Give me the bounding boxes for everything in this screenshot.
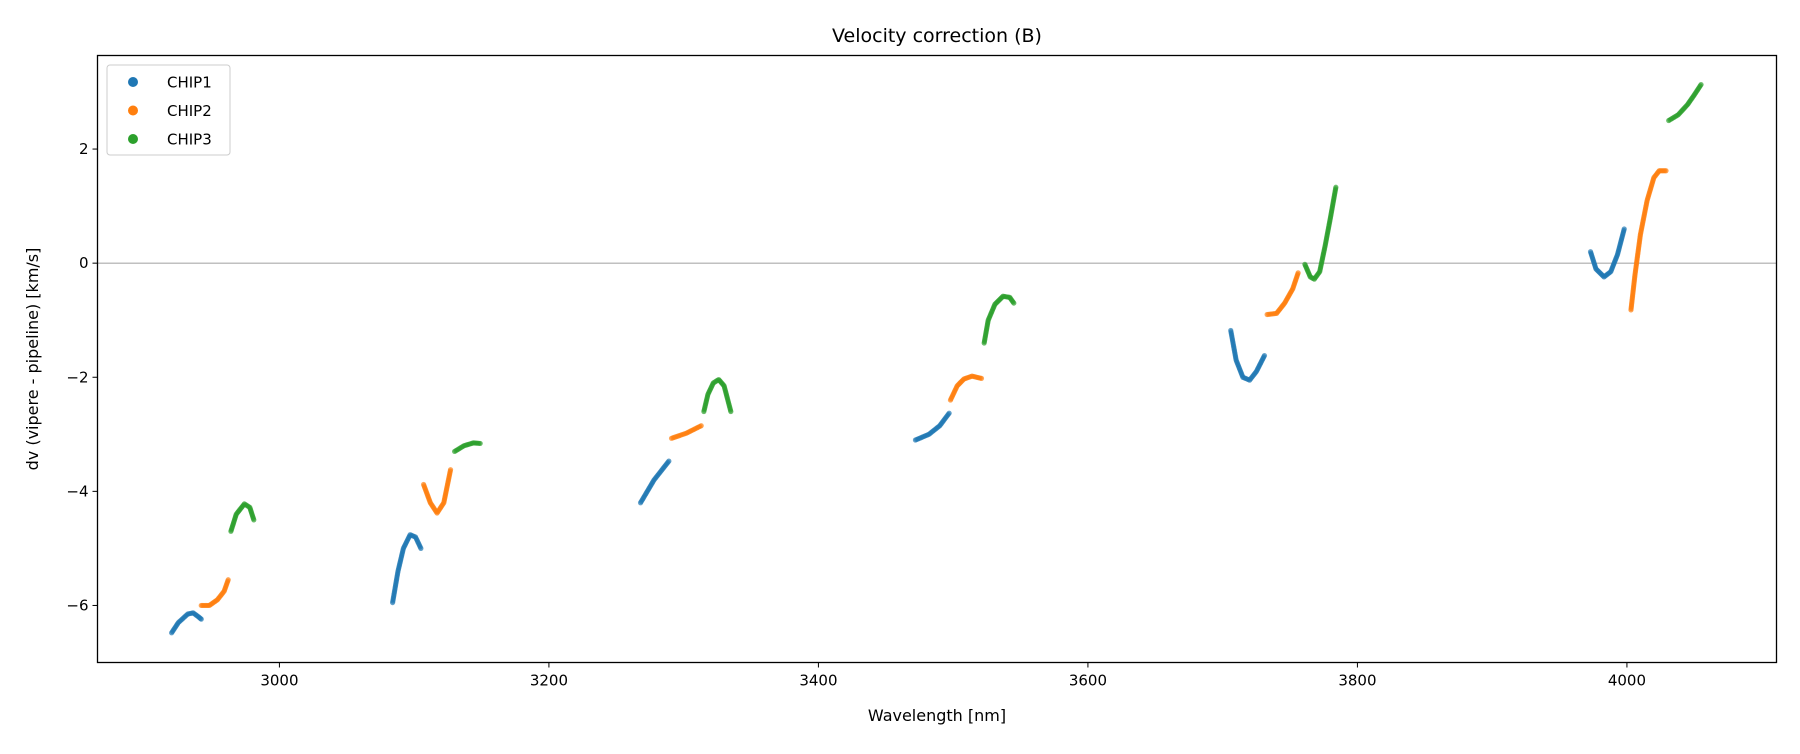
data-point bbox=[1295, 270, 1301, 276]
legend-marker bbox=[128, 134, 138, 144]
legend-item-chip1: CHIP1 bbox=[128, 74, 212, 92]
legend-box bbox=[106, 64, 231, 156]
series-chip1 bbox=[169, 226, 1627, 636]
data-point bbox=[198, 616, 204, 622]
data-point bbox=[418, 545, 424, 552]
data-point bbox=[1011, 300, 1017, 306]
data-point bbox=[447, 467, 454, 473]
chart-title: Velocity correction (B) bbox=[832, 25, 1042, 47]
data-point bbox=[1333, 184, 1339, 190]
legend-marker bbox=[128, 105, 138, 116]
y-tick-label: −2 bbox=[66, 368, 88, 386]
legend-label: CHIP1 bbox=[167, 74, 212, 92]
data-point bbox=[225, 577, 231, 583]
y-axis-label: dv (vipere - pipeline) [km/s] bbox=[23, 248, 42, 471]
data-point bbox=[698, 423, 704, 429]
legend-label: CHIP2 bbox=[167, 102, 212, 120]
series-chip2 bbox=[198, 168, 1669, 609]
legend: CHIP1 CHIP2 CHIP3 bbox=[106, 64, 231, 156]
data-point bbox=[946, 410, 952, 416]
x-tick-label: 3800 bbox=[1338, 672, 1376, 690]
x-tick-label: 4000 bbox=[1608, 672, 1646, 690]
series-chip3 bbox=[228, 81, 1704, 534]
data-point bbox=[1621, 226, 1627, 232]
y-tick-label: −6 bbox=[66, 596, 88, 614]
data-point bbox=[251, 517, 257, 523]
legend-label: CHIP3 bbox=[167, 131, 212, 149]
data-point bbox=[978, 375, 985, 381]
data-point bbox=[728, 408, 734, 415]
y-tick-label: 2 bbox=[79, 140, 89, 158]
ticks: 3000 3200 3400 3600 3800 4000 −6 −4 −2 0 2 bbox=[66, 140, 1646, 689]
data-point bbox=[477, 440, 483, 447]
axes-frame bbox=[96, 54, 1778, 664]
plot-area bbox=[97, 81, 1777, 636]
legend-marker bbox=[128, 77, 138, 87]
x-tick-label: 3400 bbox=[799, 672, 837, 690]
data-point bbox=[1663, 168, 1669, 174]
data-point bbox=[1698, 81, 1704, 88]
y-tick-label: −4 bbox=[66, 482, 88, 500]
x-tick-label: 3200 bbox=[530, 672, 568, 690]
data-point bbox=[666, 458, 672, 464]
legend-item-chip3: CHIP3 bbox=[128, 131, 212, 149]
legend-item-chip2: CHIP2 bbox=[128, 102, 212, 120]
data-point bbox=[1261, 352, 1268, 359]
x-axis-label: Wavelength [nm] bbox=[868, 706, 1006, 725]
x-tick-label: 3000 bbox=[260, 672, 298, 690]
x-tick-label: 3600 bbox=[1069, 672, 1107, 690]
y-tick-label: 0 bbox=[79, 254, 89, 272]
